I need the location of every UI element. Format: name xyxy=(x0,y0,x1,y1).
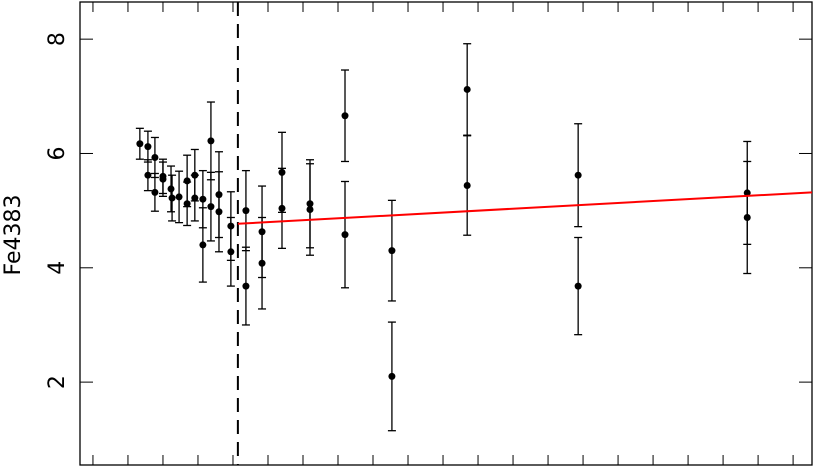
data-point xyxy=(207,137,215,145)
data-point xyxy=(144,143,152,151)
data-point xyxy=(151,153,159,161)
data-point xyxy=(278,204,286,212)
data-point xyxy=(191,194,199,202)
data-point xyxy=(183,200,191,208)
data-point xyxy=(199,241,207,249)
y-tick-label: 6 xyxy=(45,146,70,160)
data-point xyxy=(388,372,396,380)
data-point xyxy=(215,208,223,216)
y-tick-label: 8 xyxy=(45,32,70,46)
data-point xyxy=(388,247,396,255)
data-point xyxy=(574,171,582,179)
data-point xyxy=(574,282,582,290)
data-point xyxy=(242,207,250,215)
data-point xyxy=(341,231,349,239)
data-point xyxy=(306,205,314,213)
data-point xyxy=(144,171,152,179)
data-point xyxy=(463,181,471,189)
data-point xyxy=(167,185,175,193)
y-tick-label: 4 xyxy=(45,261,70,275)
data-point xyxy=(258,259,266,267)
data-point xyxy=(341,112,349,120)
data-point xyxy=(207,203,215,211)
data-point xyxy=(227,248,235,256)
data-point xyxy=(136,140,144,148)
y-tick-label: 2 xyxy=(45,375,70,389)
data-point xyxy=(199,195,207,203)
data-point xyxy=(168,194,176,202)
fit-line xyxy=(237,191,813,225)
data-point xyxy=(175,193,183,201)
data-point xyxy=(463,85,471,93)
data-point xyxy=(151,188,159,196)
data-point xyxy=(743,213,751,221)
data-point xyxy=(242,282,250,290)
y-axis-label: Fe4383 xyxy=(1,195,26,276)
data-point xyxy=(159,175,167,183)
plot-frame xyxy=(79,1,813,466)
